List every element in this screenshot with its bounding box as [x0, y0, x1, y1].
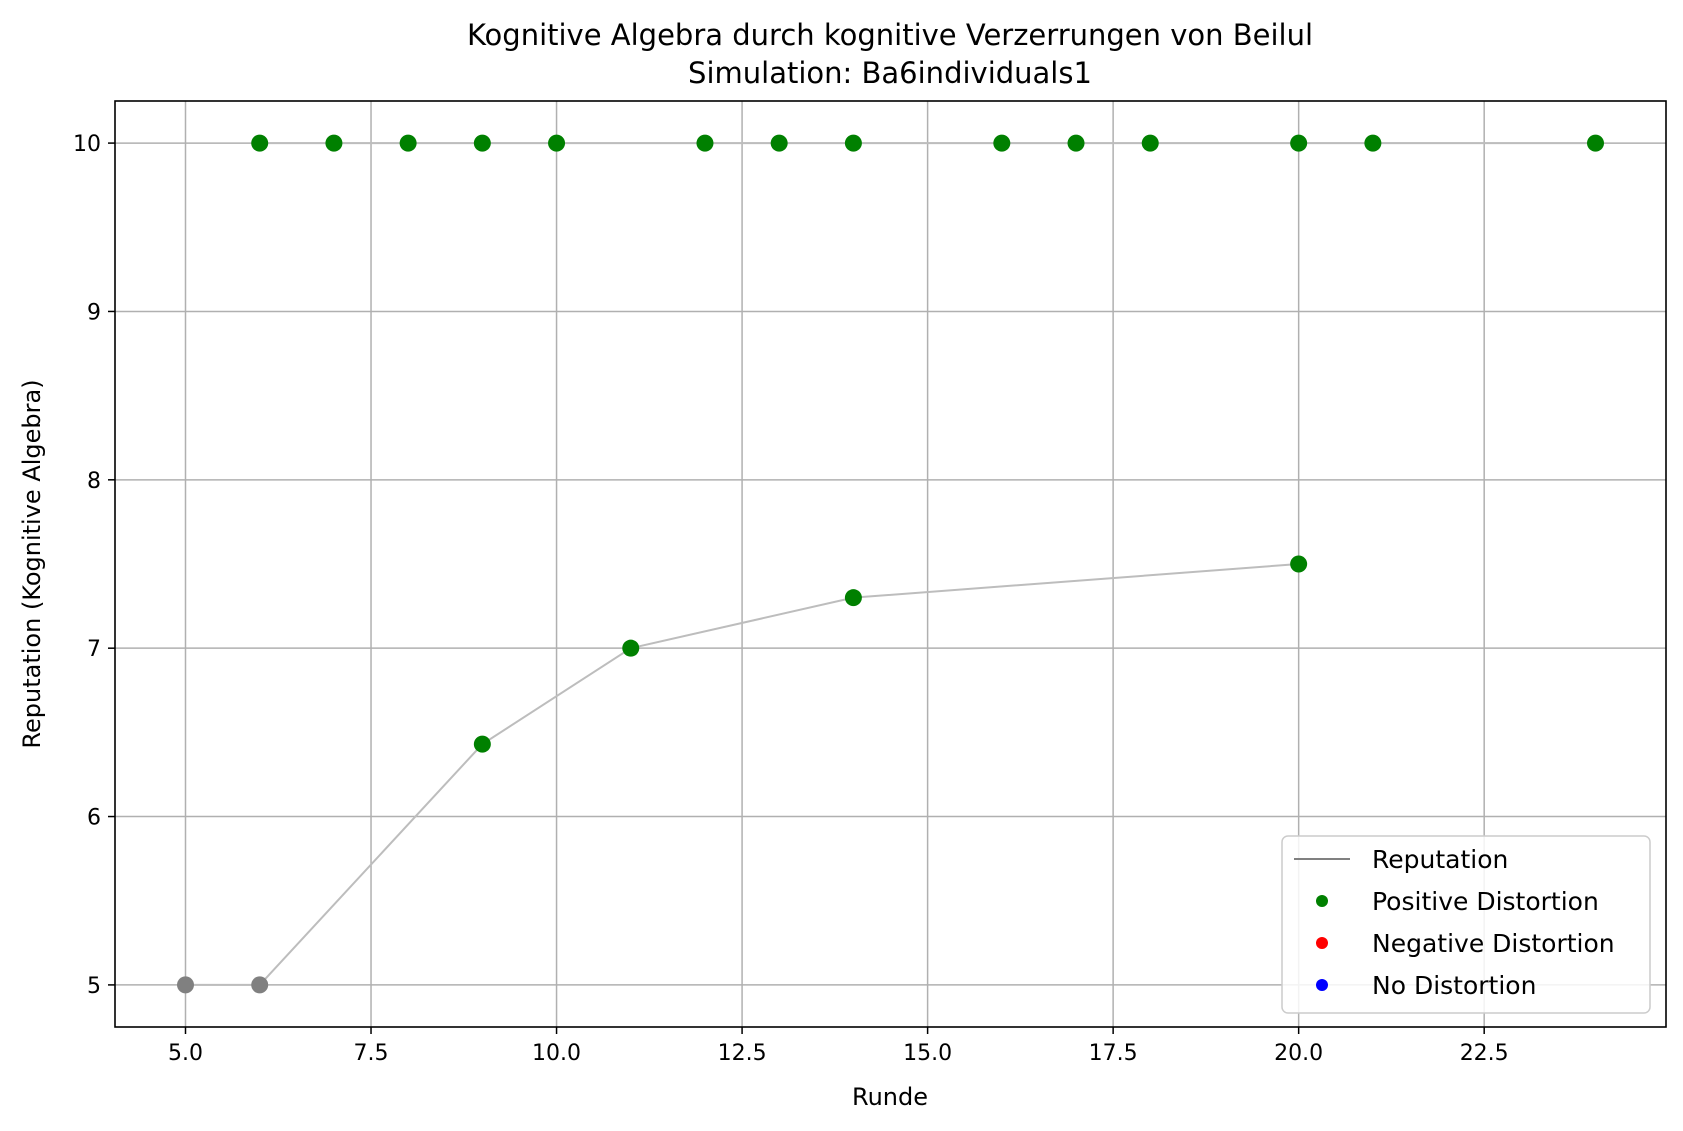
legend-label-positive: Positive Distortion — [1372, 887, 1599, 916]
y-tick-label: 7 — [87, 637, 101, 662]
axis-ticks: 5.0 7.5 10.0 12.5 15.0 17.5 20.0 22.5 5 6 7 8 9 10 — [73, 132, 1509, 1066]
y-tick-label: 5 — [87, 974, 101, 999]
positive-distortion-point — [399, 134, 417, 152]
positive-distortion-point — [325, 134, 343, 152]
positive-distortion-point — [1587, 134, 1604, 152]
plot-frame — [114, 100, 1667, 1028]
x-tick-label: 20.0 — [1274, 1041, 1323, 1066]
y-tick-label: 9 — [87, 300, 101, 325]
positive-distortion-point — [844, 589, 862, 607]
legend-positive-dot-swatch — [1316, 895, 1328, 907]
positive-distortion-point — [770, 134, 788, 152]
positive-distortion-point — [1290, 555, 1308, 573]
x-axis-label: Runde — [852, 1083, 928, 1111]
positive-distortion-point — [548, 134, 566, 152]
chart-subtitle: Simulation: Ba6individuals1 — [688, 56, 1092, 90]
x-tick-label: 7.5 — [354, 1041, 389, 1066]
x-tick-label: 17.5 — [1089, 1041, 1138, 1066]
x-tick-label: 22.5 — [1460, 1041, 1509, 1066]
neutral-point — [251, 976, 269, 994]
legend-box — [1281, 835, 1651, 1014]
positive-distortion-point — [473, 735, 491, 753]
positive-distortion-point — [844, 134, 862, 152]
legend-label-negative: Negative Distortion — [1372, 929, 1615, 958]
y-axis-label: Reputation (Kognitive Algebra) — [18, 379, 46, 748]
positive-distortion-point — [473, 134, 491, 152]
x-tick-label: 5.0 — [168, 1041, 203, 1066]
x-tick-label: 10.0 — [532, 1041, 581, 1066]
y-tick-label: 6 — [87, 806, 101, 831]
y-tick-label: 10 — [73, 132, 101, 157]
x-tick-label: 12.5 — [718, 1041, 767, 1066]
legend: Reputation Positive Distortion Negative … — [1281, 835, 1651, 1014]
chart-title: Kognitive Algebra durch kognitive Verzer… — [467, 18, 1313, 52]
positive-distortion-point — [993, 134, 1011, 152]
legend-label-reputation: Reputation — [1372, 845, 1508, 874]
legend-label-none: No Distortion — [1372, 971, 1536, 1000]
positive-distortion-point — [1290, 134, 1308, 152]
positive-distortion-point — [1141, 134, 1159, 152]
neutral-point — [177, 976, 194, 994]
positive-distortion-point — [251, 134, 269, 152]
y-tick-label: 8 — [87, 469, 101, 494]
positive-distortion-point — [1364, 134, 1382, 152]
x-tick-label: 15.0 — [903, 1041, 952, 1066]
positive-distortion-point — [1067, 134, 1085, 152]
legend-none-dot-swatch — [1316, 979, 1328, 991]
positive-distortion-point — [622, 639, 640, 657]
positive-distortion-point — [696, 134, 714, 152]
plot-series — [177, 134, 1604, 994]
legend-negative-dot-swatch — [1316, 937, 1328, 949]
